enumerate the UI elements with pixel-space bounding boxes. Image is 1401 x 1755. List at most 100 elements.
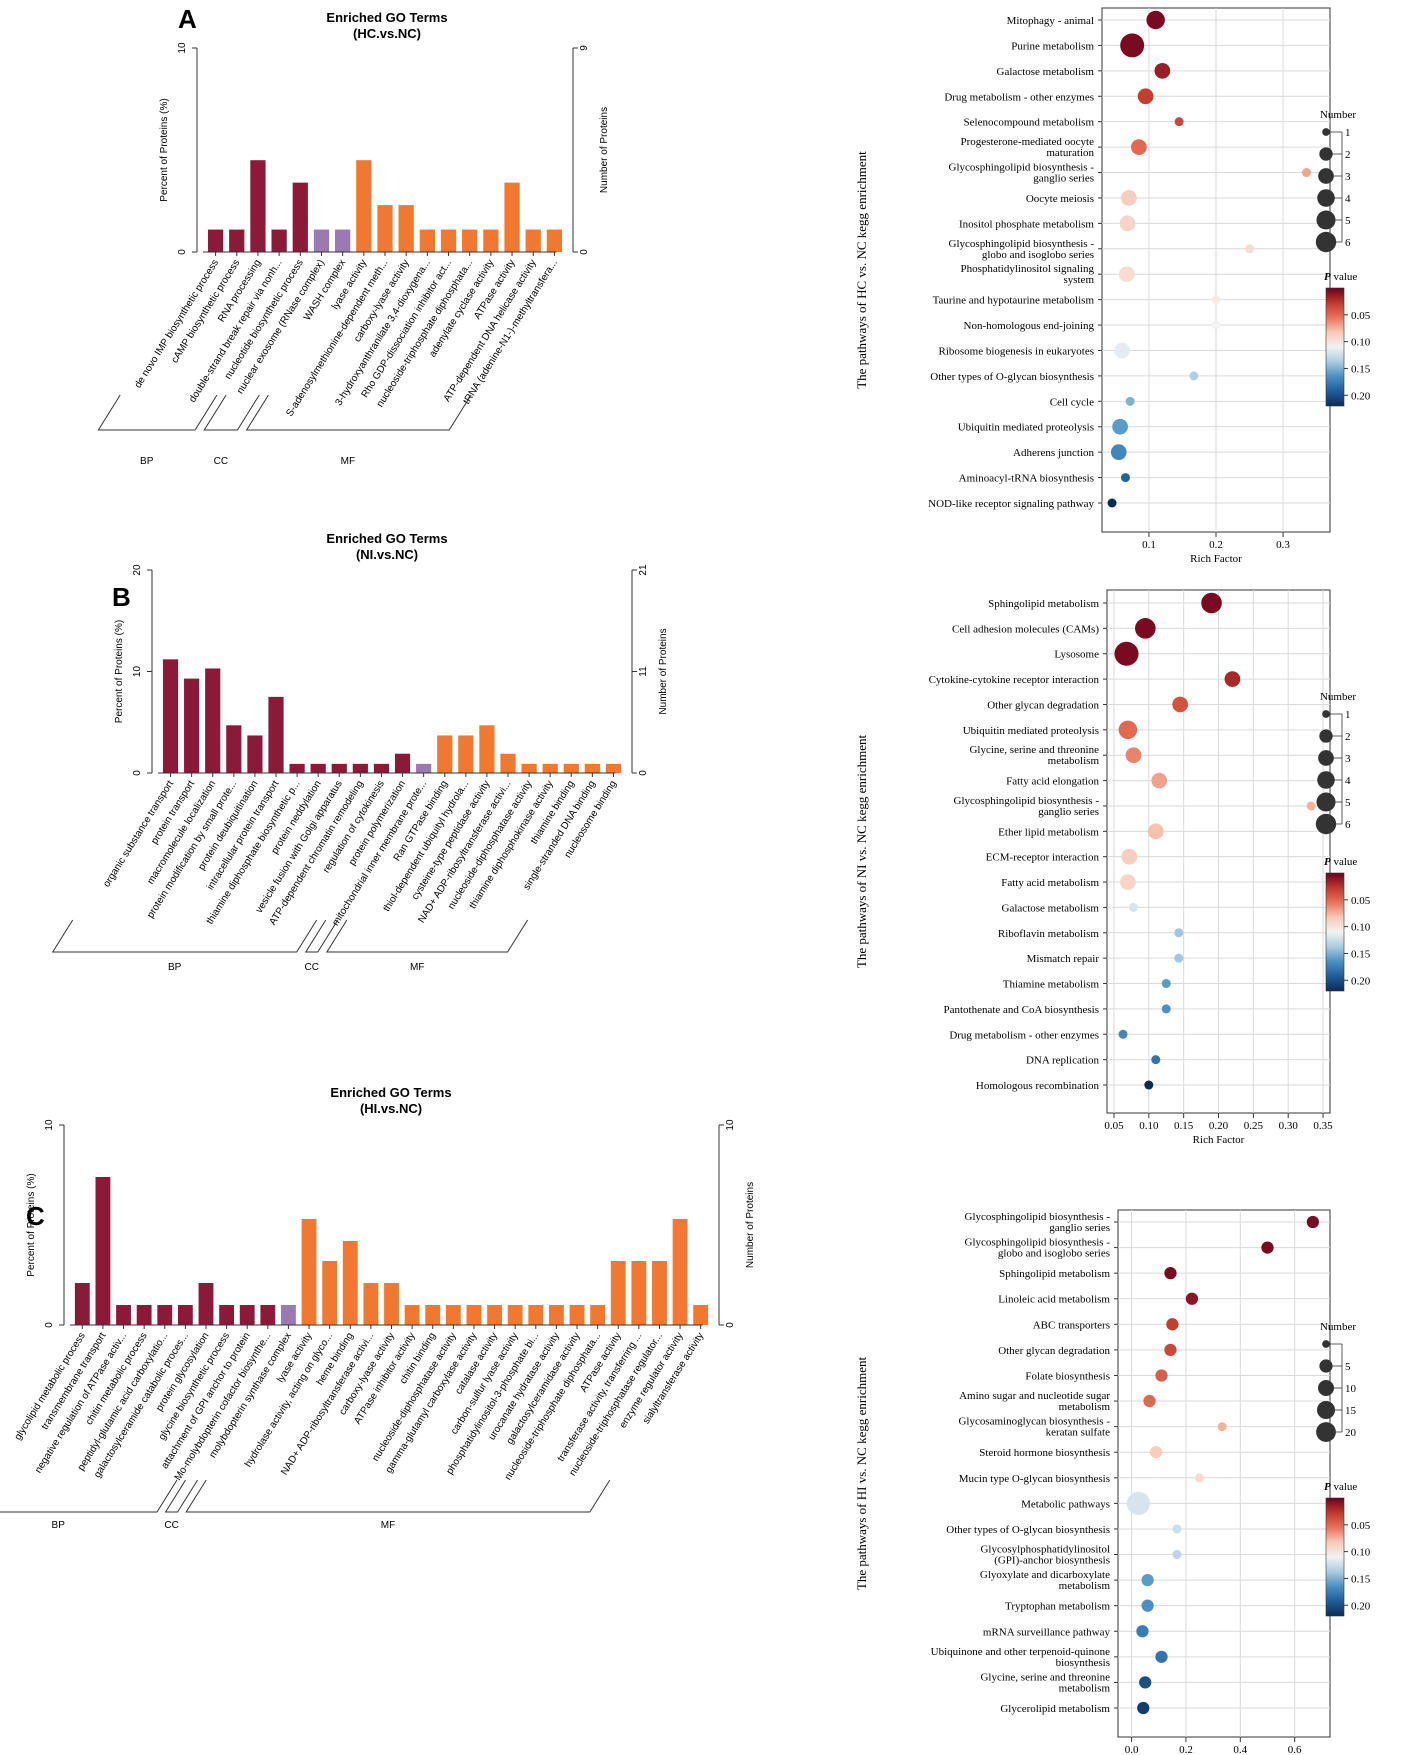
bar [652, 1261, 667, 1325]
pathway-label: biosynthesis [1056, 1657, 1110, 1669]
bar [507, 1305, 523, 1325]
number-legend-label: 3 [1345, 753, 1351, 765]
number-legend-label: 2 [1345, 149, 1351, 161]
pathway-label: Taurine and hypotaurine metabolism [933, 295, 1095, 307]
bar [610, 1261, 626, 1325]
number-legend-label: 4 [1345, 193, 1351, 205]
number-legend-label: 1 [1345, 709, 1351, 721]
bar [483, 229, 499, 252]
data-point [1189, 371, 1199, 381]
group-bracket [51, 919, 318, 953]
group-label: BP [140, 456, 154, 467]
bar [584, 763, 600, 773]
data-point [1306, 1215, 1320, 1229]
pathway-label: Non-homologous end-joining [964, 320, 1095, 332]
pathway-label: Ubiquitin mediated proteolysis [958, 422, 1094, 434]
bar [260, 1305, 276, 1325]
bar [292, 182, 308, 252]
pathway-label: Amino sugar and nucleotide sugar [959, 1390, 1110, 1402]
y2-tick-label: 21 [638, 564, 649, 576]
pathway-label: Other types of O-glycan biosynthesis [946, 1524, 1110, 1536]
data-point [1151, 772, 1168, 789]
data-point [1137, 88, 1154, 105]
number-legend-label: 15 [1345, 1405, 1357, 1417]
data-point [1144, 1080, 1154, 1090]
group-bracket [203, 394, 260, 431]
pathway-label: Tryptophan metabolism [1005, 1601, 1110, 1613]
data-point [1149, 1446, 1163, 1459]
y-axis-label: The pathways of NI vs. NC kegg enrichmen… [854, 735, 869, 969]
data-point [1137, 1701, 1150, 1715]
pathway-label: Glycine, serine and threonine [980, 1671, 1110, 1683]
go-bar-chart-hi: Enriched GO Terms(HI.vs.NC) 10 0 10 0 Percent… [0, 1085, 756, 1531]
bar [226, 725, 242, 773]
pathway-label: Cell adhesion molecules (CAMs) [952, 623, 1099, 635]
bar [563, 763, 579, 773]
pathway-label: globo and isoglobo series [982, 249, 1094, 261]
bar [313, 229, 330, 252]
pathway-label: Galactose metabolism [1002, 902, 1100, 914]
pathway-label: Lysosome [1054, 649, 1099, 661]
number-legend-label: 2 [1345, 731, 1351, 743]
data-point [1118, 266, 1135, 283]
data-point [1119, 215, 1136, 232]
pathway-label: NOD-like receptor signaling pathway [928, 498, 1094, 510]
bar [440, 229, 457, 252]
pathway-label: Steroid hormone biosynthesis [979, 1447, 1110, 1459]
data-point [1211, 295, 1221, 305]
data-point [1141, 1573, 1154, 1587]
x-tick-label: 0.3 [1276, 539, 1290, 551]
bar [672, 1219, 688, 1325]
pathway-label: Glycerolipid metabolism [1000, 1703, 1110, 1715]
chart-subtitle: (NI.vs.NC) [356, 547, 418, 562]
data-point [1120, 874, 1136, 890]
data-point [1261, 1241, 1274, 1254]
chart-title: Enriched GO Terms [330, 1085, 451, 1100]
bar [95, 1177, 111, 1325]
pathway-label: Mucin type O-glycan biosynthesis [959, 1473, 1110, 1485]
chart-title: Enriched GO Terms [326, 531, 447, 546]
data-point [1135, 618, 1156, 639]
data-point [1172, 696, 1189, 713]
x-axis-label: Rich Factor [1193, 1134, 1245, 1146]
pathway-label: Glycosphingolipid biosynthesis - [954, 795, 1100, 807]
data-point [1107, 498, 1117, 508]
x-tick-label: 0.10 [1139, 1120, 1159, 1132]
group-label: CC [305, 962, 319, 973]
data-point [1125, 747, 1142, 764]
data-point [1118, 720, 1138, 740]
bar [425, 1305, 441, 1325]
bar [458, 735, 474, 773]
data-point [1136, 1625, 1149, 1638]
y2-tick-label: 9 [579, 45, 590, 51]
y-axis-label: Percent of Proteins (%) [159, 98, 170, 201]
pvalue-tick-label: 0.20 [1351, 1600, 1371, 1612]
data-point [1195, 1473, 1205, 1483]
pathway-label: Fatty acid metabolism [1001, 877, 1099, 889]
number-legend-label: 5 [1345, 1361, 1351, 1373]
pathway-label: Other types of O-glycan biosynthesis [930, 371, 1094, 383]
y-axis-label: The pathways of HC vs. NC kegg enrichmen… [854, 151, 869, 389]
number-legend-label: 3 [1345, 171, 1351, 183]
pathway-label: Galactose metabolism [997, 66, 1095, 78]
pathway-label: Glycosphingolipid biosynthesis - [965, 1211, 1111, 1223]
data-point [1154, 62, 1171, 79]
pathway-label: ganglio series [1033, 173, 1094, 185]
data-point [1141, 1599, 1154, 1612]
group-label: CC [164, 1520, 178, 1531]
pathway-label: Cell cycle [1050, 396, 1094, 408]
y-axis-label: Percent of Proteins (%) [26, 1173, 37, 1276]
bar [281, 1305, 296, 1325]
data-point [1131, 139, 1147, 155]
pvalue-tick-label: 0.05 [1351, 310, 1371, 322]
y2-tick-label: 10 [725, 1119, 736, 1131]
x-tick-label: 0.2 [1179, 1744, 1193, 1755]
data-point [1174, 928, 1184, 938]
y-tick-label: 20 [132, 564, 143, 576]
pathway-label: Metabolic pathways [1021, 1498, 1110, 1510]
data-point [1172, 1524, 1182, 1534]
x-tick-label: 0.0 [1125, 1744, 1139, 1755]
bar [271, 229, 287, 252]
bar [525, 229, 541, 252]
